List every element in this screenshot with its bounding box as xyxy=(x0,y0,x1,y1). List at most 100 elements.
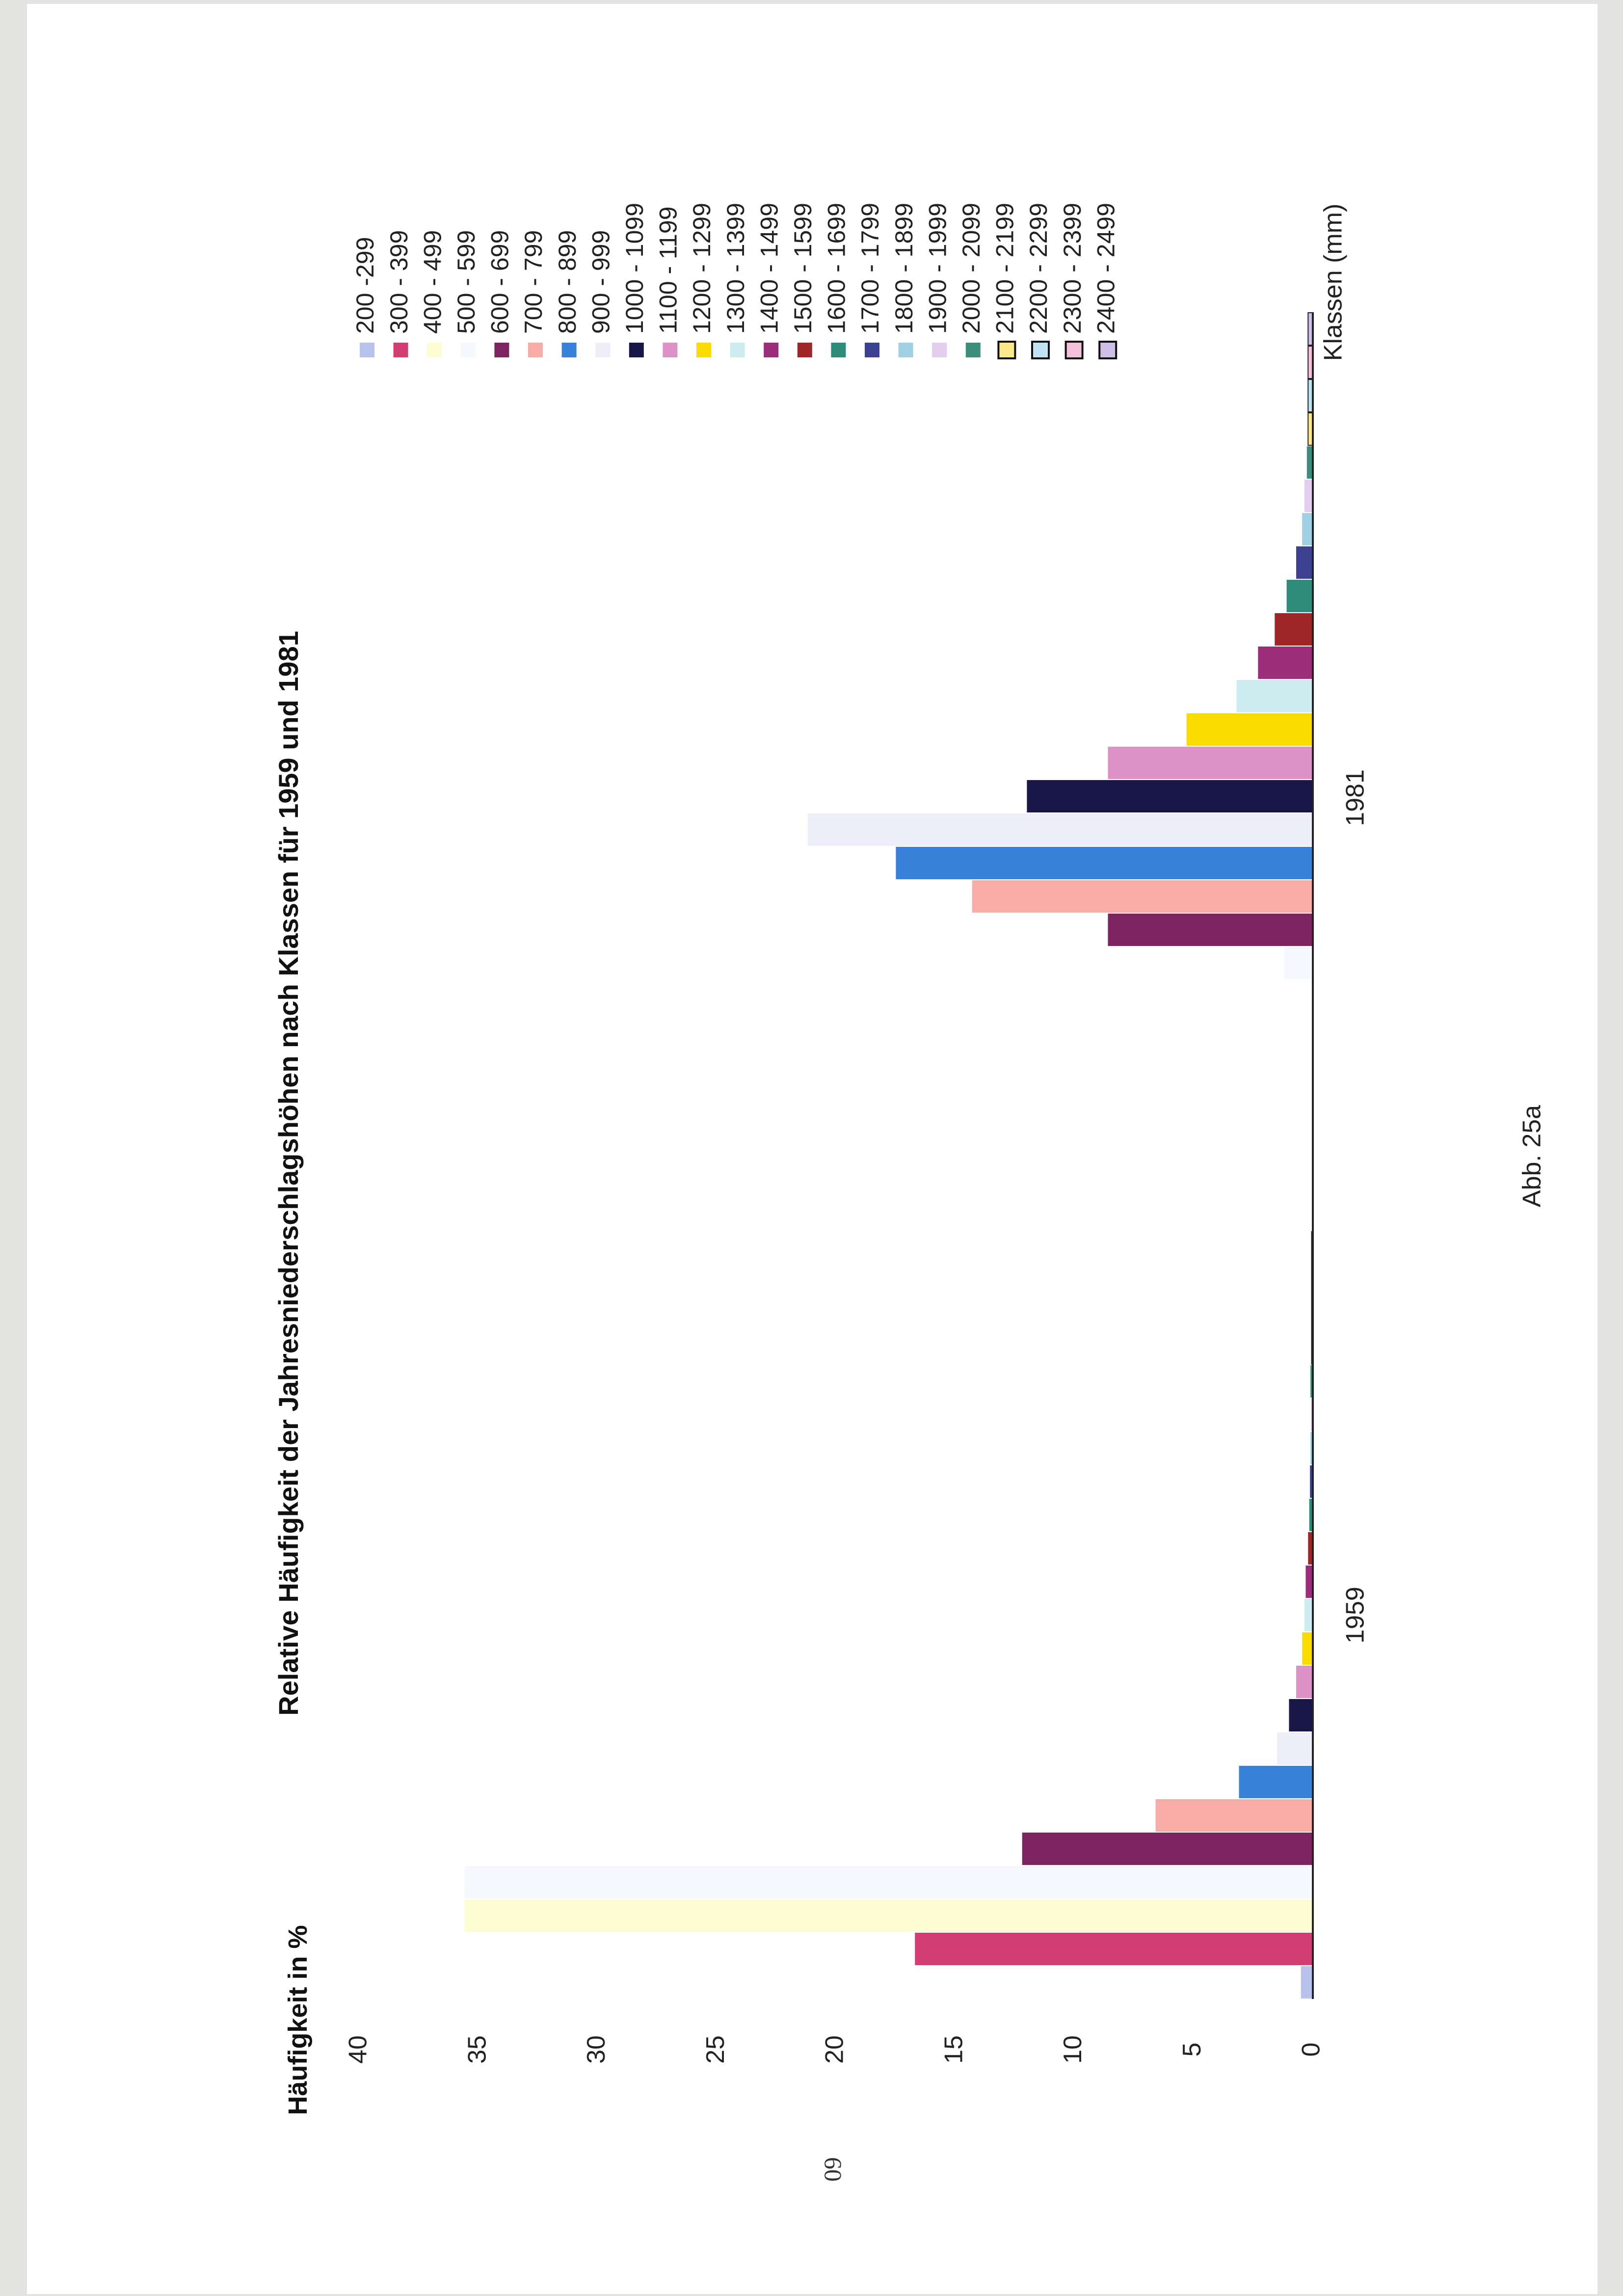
bar-1959-1500-1599 xyxy=(1308,1532,1313,1565)
legend-label: 200 -299 xyxy=(351,237,379,334)
bar-1959-1300-1399 xyxy=(1304,1599,1313,1631)
legend-label: 1700 - 1799 xyxy=(856,203,884,334)
legend-swatch xyxy=(696,343,711,357)
bar-1959-1200-1299 xyxy=(1302,1632,1313,1665)
bar-1959-1100-1199 xyxy=(1296,1666,1313,1698)
y-axis-label: Häufigkeit in % xyxy=(283,1925,313,2115)
legend-swatch xyxy=(797,343,812,357)
legend-label: 1100 - 1199 xyxy=(655,207,682,334)
legend-swatch xyxy=(663,343,678,357)
legend-title: Klassen (mm) xyxy=(1319,204,1348,361)
legend-label: 1300 - 1399 xyxy=(722,203,749,334)
y-tick-label: 0 xyxy=(1297,2043,1326,2057)
legend-label: 2400 - 2499 xyxy=(1092,203,1119,334)
bar-1959-1700-1799 xyxy=(1310,1465,1313,1498)
bar-1981-1100-1199 xyxy=(1108,747,1313,779)
bar-1981-1900-1999 xyxy=(1304,480,1313,512)
legend-swatch xyxy=(932,343,947,357)
bar-1981-2000-2099 xyxy=(1306,446,1313,479)
figure-caption: Abb. 25a xyxy=(1518,1105,1546,1207)
legend-swatch xyxy=(997,341,1016,359)
bar-1981-1700-1799 xyxy=(1296,546,1313,579)
legend: 200 -299 300 - 399 400 - 499 500 - 599 600 -… xyxy=(351,203,1119,359)
bar-1981-1500-1599 xyxy=(1275,613,1313,646)
legend-swatch xyxy=(595,343,611,357)
bar-1959-1400-1499 xyxy=(1305,1566,1313,1598)
legend-swatch xyxy=(898,343,913,357)
legend-label: 2200 - 2299 xyxy=(1025,203,1052,334)
bar-1981-1200-1299 xyxy=(1186,713,1313,746)
legend-swatch xyxy=(494,343,509,357)
legend-label: 1900 - 1999 xyxy=(924,203,951,334)
group-label-1959: 1959 xyxy=(1341,1587,1370,1644)
chart-title: Relative Häufigkeit der Jahresniederschl… xyxy=(273,631,304,1716)
bar-1981-800-899 xyxy=(896,847,1313,879)
legend-label: 1800 - 1899 xyxy=(890,203,918,334)
legend-label: 2000 - 2099 xyxy=(958,203,985,334)
legend-swatch xyxy=(360,343,374,357)
y-tick-label: 35 xyxy=(463,2035,491,2064)
bar-1959-400-499 xyxy=(464,1899,1313,1932)
bar-1981-1000-1099 xyxy=(1027,780,1313,812)
y-tick-label: 40 xyxy=(344,2035,372,2064)
legend-label: 1200 - 1299 xyxy=(688,203,716,334)
bar-1959-600-699 xyxy=(1022,1833,1313,1865)
legend-swatch xyxy=(1098,341,1117,359)
legend-label: 600 - 699 xyxy=(486,230,514,334)
legend-swatch xyxy=(528,343,543,357)
bar-1959-300-399 xyxy=(915,1933,1313,1965)
legend-swatch xyxy=(730,343,745,357)
legend-label: 400 - 499 xyxy=(419,230,446,334)
legend-swatch xyxy=(865,343,879,357)
bar-1959-800-899 xyxy=(1239,1766,1313,1798)
legend-label: 1000 - 1099 xyxy=(621,203,648,334)
legend-swatch xyxy=(1064,341,1084,359)
bar-1959-500-599 xyxy=(464,1866,1313,1898)
bar-1959-700-799 xyxy=(1155,1799,1313,1832)
y-tick-label: 25 xyxy=(701,2035,730,2064)
legend-label: 900 - 999 xyxy=(587,230,614,334)
legend-label: 1600 - 1699 xyxy=(823,203,851,334)
legend-swatch xyxy=(1031,341,1050,359)
legend-label: 2300 - 2399 xyxy=(1059,203,1086,334)
bar-1959-200-299 xyxy=(1301,1966,1313,1999)
group-label-1981: 1981 xyxy=(1341,769,1370,826)
legend-label: 800 - 899 xyxy=(554,230,581,334)
legend-swatch xyxy=(393,343,408,357)
bar-1959-2000-2099 xyxy=(1310,1365,1313,1398)
legend-label: 300 - 399 xyxy=(385,230,413,334)
bars xyxy=(464,312,1314,1999)
bar-1981-1400-1499 xyxy=(1258,647,1313,679)
legend-label: 700 - 799 xyxy=(520,230,547,334)
bar-1981-600-699 xyxy=(1108,914,1313,946)
y-tick-label: 20 xyxy=(821,2035,849,2064)
bar-1959-1000-1099 xyxy=(1289,1699,1313,1731)
y-tick-label: 30 xyxy=(582,2035,611,2064)
legend-swatch xyxy=(427,343,442,357)
legend-swatch xyxy=(965,343,981,357)
y-tick-label: 15 xyxy=(939,2035,968,2064)
bar-1959-900-999 xyxy=(1277,1732,1313,1765)
legend-swatch xyxy=(629,343,644,357)
legend-label: 1500 - 1599 xyxy=(789,203,817,334)
bar-1981-900-999 xyxy=(807,813,1313,846)
legend-label: 1400 - 1499 xyxy=(755,203,783,334)
bar-1981-700-799 xyxy=(972,880,1313,913)
y-ticks: 0 5 10 15 20 25 30 35 40 xyxy=(344,2035,1326,2064)
bar-1981-1600-1699 xyxy=(1286,580,1313,612)
page-number: 60 xyxy=(820,2157,847,2182)
legend-swatch xyxy=(831,343,846,357)
legend-swatch xyxy=(561,343,577,357)
group-labels: 1959 1981 xyxy=(1341,769,1370,1644)
y-tick-label: 5 xyxy=(1178,2043,1206,2057)
legend-swatch xyxy=(764,343,779,357)
legend-label: 2100 - 2199 xyxy=(991,203,1019,334)
bar-1981-1300-1399 xyxy=(1236,680,1313,712)
bar-1959-1800-1899 xyxy=(1310,1432,1313,1464)
bar-1981-1800-1899 xyxy=(1302,513,1313,545)
legend-swatch xyxy=(460,343,476,357)
y-tick-label: 10 xyxy=(1059,2035,1087,2064)
bar-1959-1600-1699 xyxy=(1309,1499,1313,1531)
bar-1981-500-599 xyxy=(1284,947,1313,979)
